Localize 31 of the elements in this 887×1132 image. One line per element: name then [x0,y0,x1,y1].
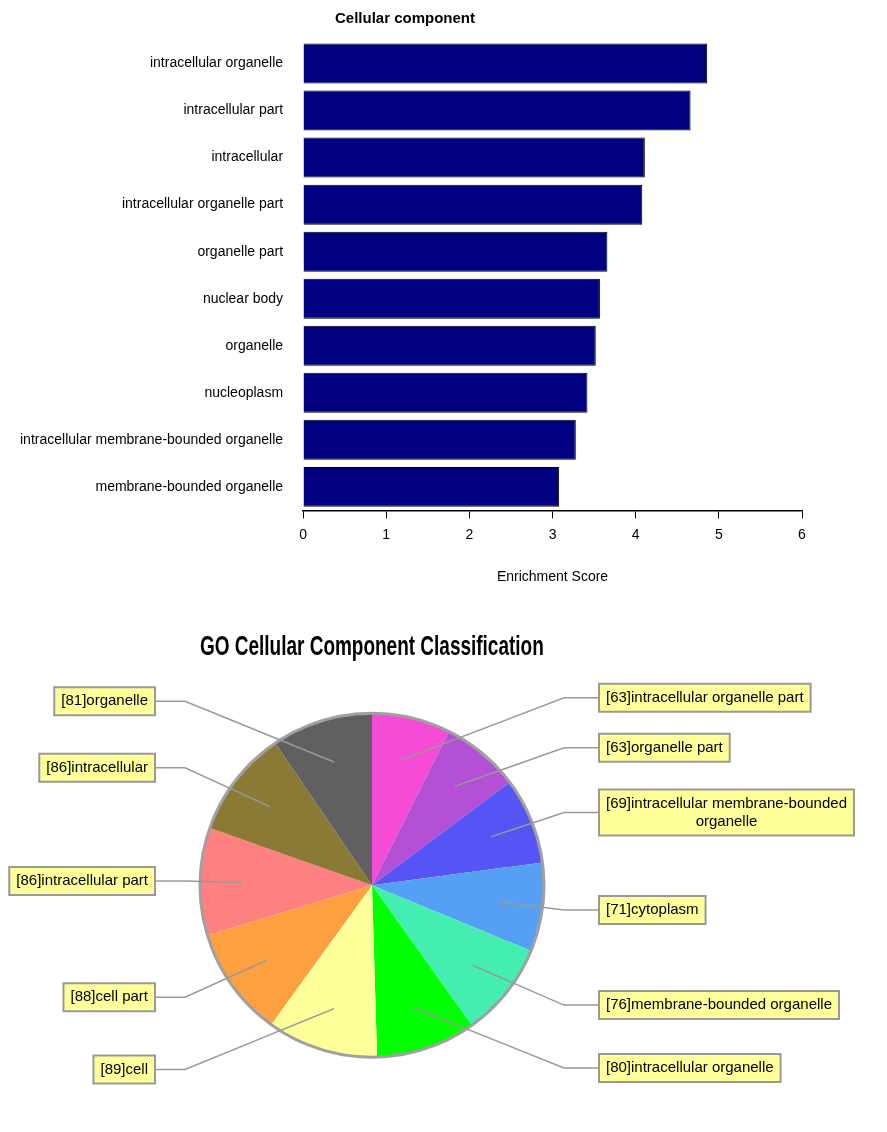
x-tick-label: 4 [631,525,640,542]
y-tick-label: intracellular organelle part [121,195,284,212]
y-tick-label: intracellular organelle [149,54,284,71]
slice-label: [81]organelle [61,691,148,709]
y-tick-label: nucleoplasm [204,383,284,400]
slice-label: [89]cell [100,1059,148,1077]
y-tick-label: membrane-bounded organelle [95,477,284,494]
y-tick-label: intracellular [211,148,284,165]
y-tick-label: organelle part [197,242,284,259]
chart-title: GO Cellular Component Classification [200,628,544,661]
slice-label: [69]intracellular membrane-bounded organelle [605,793,847,829]
x-axis-title: Enrichment Score [496,568,609,585]
slice-label: [63]intracellular organelle part [605,687,805,705]
x-tick-label: 0 [299,525,308,542]
x-tick-label: 5 [714,525,723,542]
slice-label: [63]organelle part [606,737,724,755]
x-tick-label: 3 [548,525,557,542]
slice-label: [71]cytoplasm [606,900,699,918]
y-tick-label: nuclear body [202,289,284,306]
chart-title: Cellular component [334,9,476,27]
slice-label: [88]cell part [70,987,149,1005]
x-tick-label: 2 [465,525,474,542]
slice-label: [86]intracellular [46,757,148,775]
y-tick-label: intracellular membrane-bounded organelle [20,430,284,447]
slice-label: [76]membrane-bounded organelle [605,995,832,1013]
y-tick-label: intracellular part [183,101,284,118]
x-tick-label: 1 [382,525,391,542]
x-tick-label: 6 [798,525,807,542]
slice-label: [86]intracellular part [16,871,149,889]
slice-label: [80]intracellular organelle [606,1058,774,1076]
y-tick-label: organelle [225,336,284,353]
